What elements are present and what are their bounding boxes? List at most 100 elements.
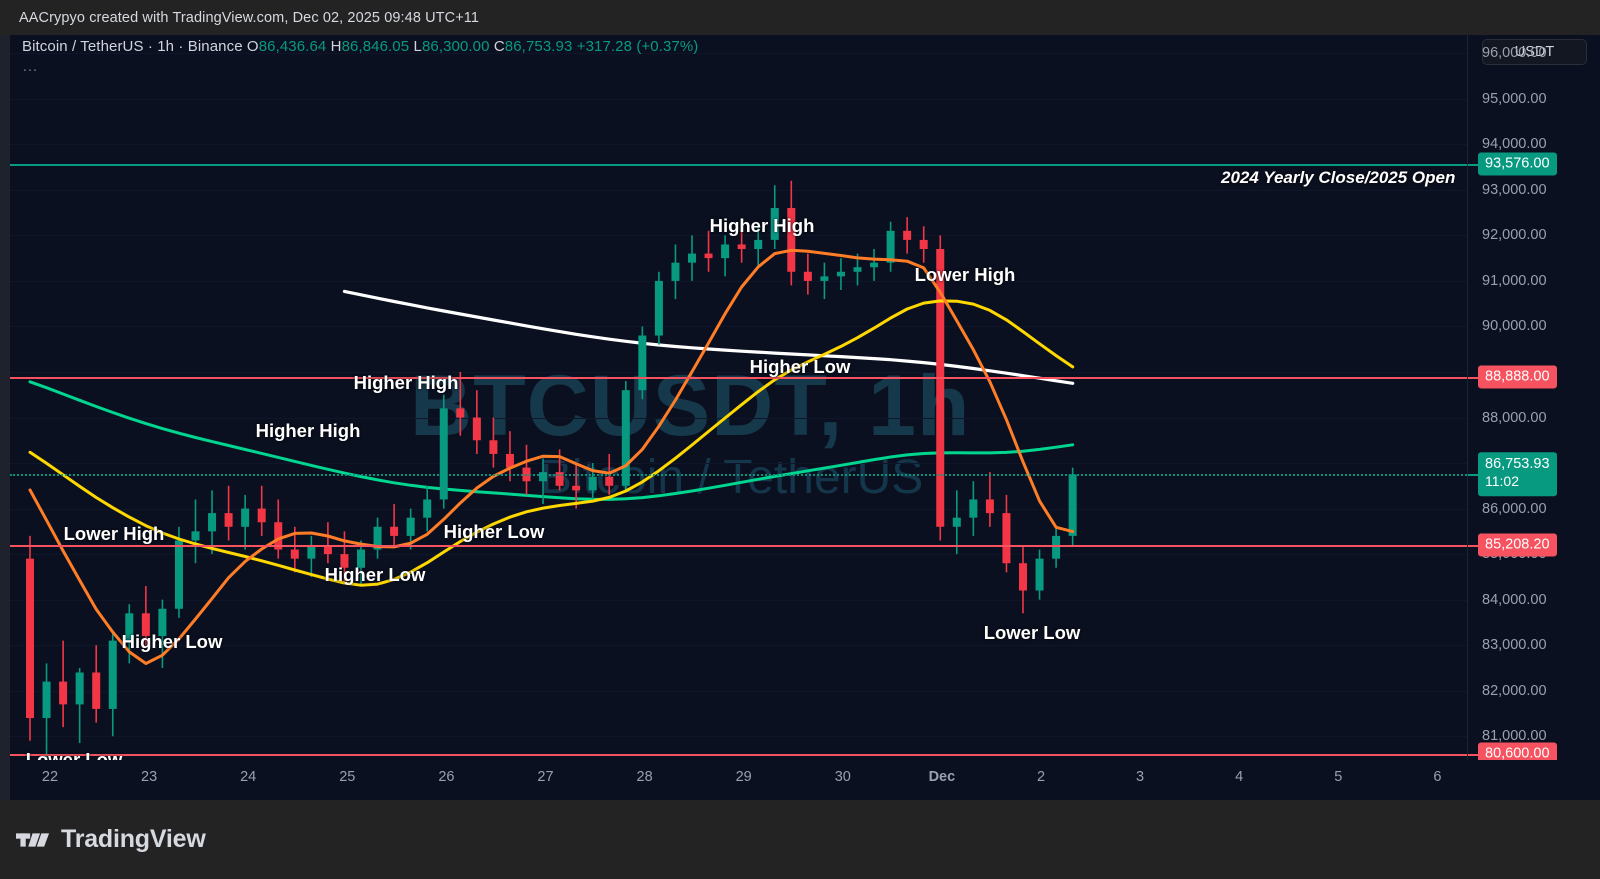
price-tick-93000: 93,000.00 bbox=[1482, 181, 1547, 198]
candle-body bbox=[787, 208, 796, 272]
legend-open-value: 86,436.64 bbox=[258, 38, 327, 55]
gridline-96000 bbox=[10, 53, 1467, 55]
candle-body bbox=[588, 476, 597, 491]
candle-body bbox=[1019, 563, 1027, 591]
candle-body bbox=[472, 417, 481, 441]
candle-body bbox=[92, 672, 101, 709]
candle-body bbox=[654, 280, 663, 336]
current-price-badge[interactable]: 86,753.93 11:02 bbox=[1478, 452, 1557, 497]
price-level-line-86754[interactable] bbox=[10, 474, 1467, 477]
level-badge-88888-stub bbox=[1468, 377, 1478, 380]
time-tick-23: 23 bbox=[141, 769, 158, 785]
time-tick-22: 22 bbox=[41, 769, 59, 785]
candle-body bbox=[1002, 513, 1011, 564]
candle-body bbox=[803, 271, 812, 281]
price-tick-96000: 96,000.00 bbox=[1482, 45, 1547, 62]
annotation-higher-low-4: Higher Low bbox=[121, 631, 223, 652]
currency-badge[interactable]: USDT bbox=[1482, 39, 1587, 65]
candle-body bbox=[886, 230, 895, 263]
annotation-higher-low-2: Higher Low bbox=[443, 521, 545, 542]
current-price-badge-stub bbox=[1468, 474, 1478, 477]
chart-plot-area[interactable]: BTCUSDT, 1h Bitcoin / TetherUS 2024 Year… bbox=[10, 35, 1467, 800]
time-tick-6: 6 bbox=[1433, 769, 1442, 785]
price-scale[interactable]: USDT 96,000.00 95,000.00 94,000.00 93,000.0… bbox=[1467, 35, 1600, 800]
price-level-line-80600[interactable] bbox=[10, 754, 1467, 757]
time-tick-3: 3 bbox=[1136, 769, 1145, 785]
level-badge-93576[interactable]: 93,576.00 bbox=[1478, 152, 1557, 176]
legend-high-value: 86,846.05 bbox=[341, 38, 410, 55]
price-tick-84000: 84,000.00 bbox=[1482, 591, 1547, 608]
ma-fast-group bbox=[28, 248, 1075, 665]
footer-bar: TradingView bbox=[0, 800, 1600, 879]
candle-body bbox=[820, 276, 829, 281]
chart-panel[interactable]: BTCUSDT, 1h Bitcoin / TetherUS 2024 Year… bbox=[10, 35, 1600, 800]
legend-open-key: O bbox=[246, 38, 259, 55]
chart-legend[interactable]: Bitcoin / TetherUS · 1h · Binance O86,43… bbox=[22, 38, 698, 55]
candle-body bbox=[638, 335, 647, 391]
legend-close-key: C bbox=[493, 38, 505, 55]
annotation-lower-low-1: Lower Low bbox=[983, 622, 1081, 643]
candle-body bbox=[870, 262, 879, 268]
annotation-higher-high-3: Higher High bbox=[255, 420, 361, 441]
gridline-90000 bbox=[10, 326, 1467, 328]
time-tick-30: 30 bbox=[834, 769, 851, 785]
candle-body bbox=[373, 526, 382, 550]
time-tick-26: 26 bbox=[438, 769, 455, 785]
price-level-line-88888[interactable] bbox=[10, 377, 1467, 380]
price-tick-95000: 95,000.00 bbox=[1482, 90, 1547, 107]
level-badge-80600-stub bbox=[1468, 754, 1478, 757]
candle-body bbox=[307, 545, 316, 559]
time-tick-27: 27 bbox=[537, 769, 554, 785]
level-badge-88888[interactable]: 88,888.00 bbox=[1478, 365, 1557, 389]
legend-change: +317.28 (+0.37%) bbox=[576, 38, 699, 55]
candle-body bbox=[1068, 474, 1077, 536]
gridline-84000 bbox=[10, 599, 1467, 601]
gridline-81000 bbox=[10, 736, 1467, 738]
price-tick-88000: 88,000.00 bbox=[1482, 409, 1547, 426]
attribution-text: AACrypyo created with TradingView.com, D… bbox=[19, 9, 480, 26]
candle-body bbox=[737, 244, 746, 250]
legend-more-icon[interactable]: … bbox=[22, 58, 39, 75]
price-tick-83000: 83,000.00 bbox=[1482, 637, 1547, 654]
legend-symbol[interactable]: Bitcoin / TetherUS · 1h · Binance bbox=[22, 38, 243, 55]
time-tick-4: 4 bbox=[1235, 769, 1244, 785]
candle-body bbox=[688, 253, 696, 263]
time-tick-25: 25 bbox=[339, 769, 356, 785]
price-level-line-93576[interactable] bbox=[10, 163, 1467, 166]
candle-body bbox=[770, 208, 779, 240]
time-tick-28: 28 bbox=[636, 769, 653, 785]
gridline-94000 bbox=[10, 144, 1467, 146]
time-scale[interactable]: 22 23 24 25 26 27 28 29 30 Dec 2 3 4 5 6 bbox=[10, 760, 1600, 800]
tradingview-logo[interactable]: TradingView bbox=[16, 825, 206, 854]
time-tick-5: 5 bbox=[1334, 769, 1343, 785]
candle-body bbox=[621, 390, 630, 486]
gridline-89000 bbox=[10, 371, 1467, 373]
candle-body bbox=[721, 244, 730, 259]
annotation-higher-low-3: Higher Low bbox=[324, 564, 426, 585]
candle-body bbox=[423, 499, 432, 518]
candle-body bbox=[26, 558, 34, 719]
price-level-line-85208[interactable] bbox=[10, 544, 1467, 547]
candle-body bbox=[323, 545, 332, 555]
price-tick-81000: 81,000.00 bbox=[1482, 728, 1547, 745]
gridline-93000 bbox=[10, 189, 1467, 191]
candle-body bbox=[952, 517, 961, 527]
candle-body bbox=[174, 540, 183, 609]
candle-body bbox=[158, 608, 167, 637]
annotation-higher-low-1: Higher Low bbox=[749, 356, 851, 377]
ma-line-white bbox=[342, 289, 1075, 385]
attribution-bar: AACrypyo created with TradingView.com, D… bbox=[0, 0, 1600, 35]
price-tick-86000: 86,000.00 bbox=[1482, 500, 1547, 517]
candle-body bbox=[224, 513, 233, 527]
annotation-higher-high-2: Higher High bbox=[353, 372, 459, 393]
time-tick-Dec: Dec bbox=[928, 769, 956, 785]
candle-body bbox=[1035, 558, 1044, 591]
annotation-lower-high-2: Lower High bbox=[63, 523, 165, 544]
legend-high-key: H bbox=[330, 38, 342, 55]
ma-line-yellow bbox=[28, 299, 1075, 587]
gridline-86000 bbox=[10, 508, 1467, 510]
level-badge-85208[interactable]: 85,208.20 bbox=[1478, 533, 1557, 557]
price-tick-94000: 94,000.00 bbox=[1482, 136, 1547, 153]
candle-body bbox=[274, 522, 283, 550]
